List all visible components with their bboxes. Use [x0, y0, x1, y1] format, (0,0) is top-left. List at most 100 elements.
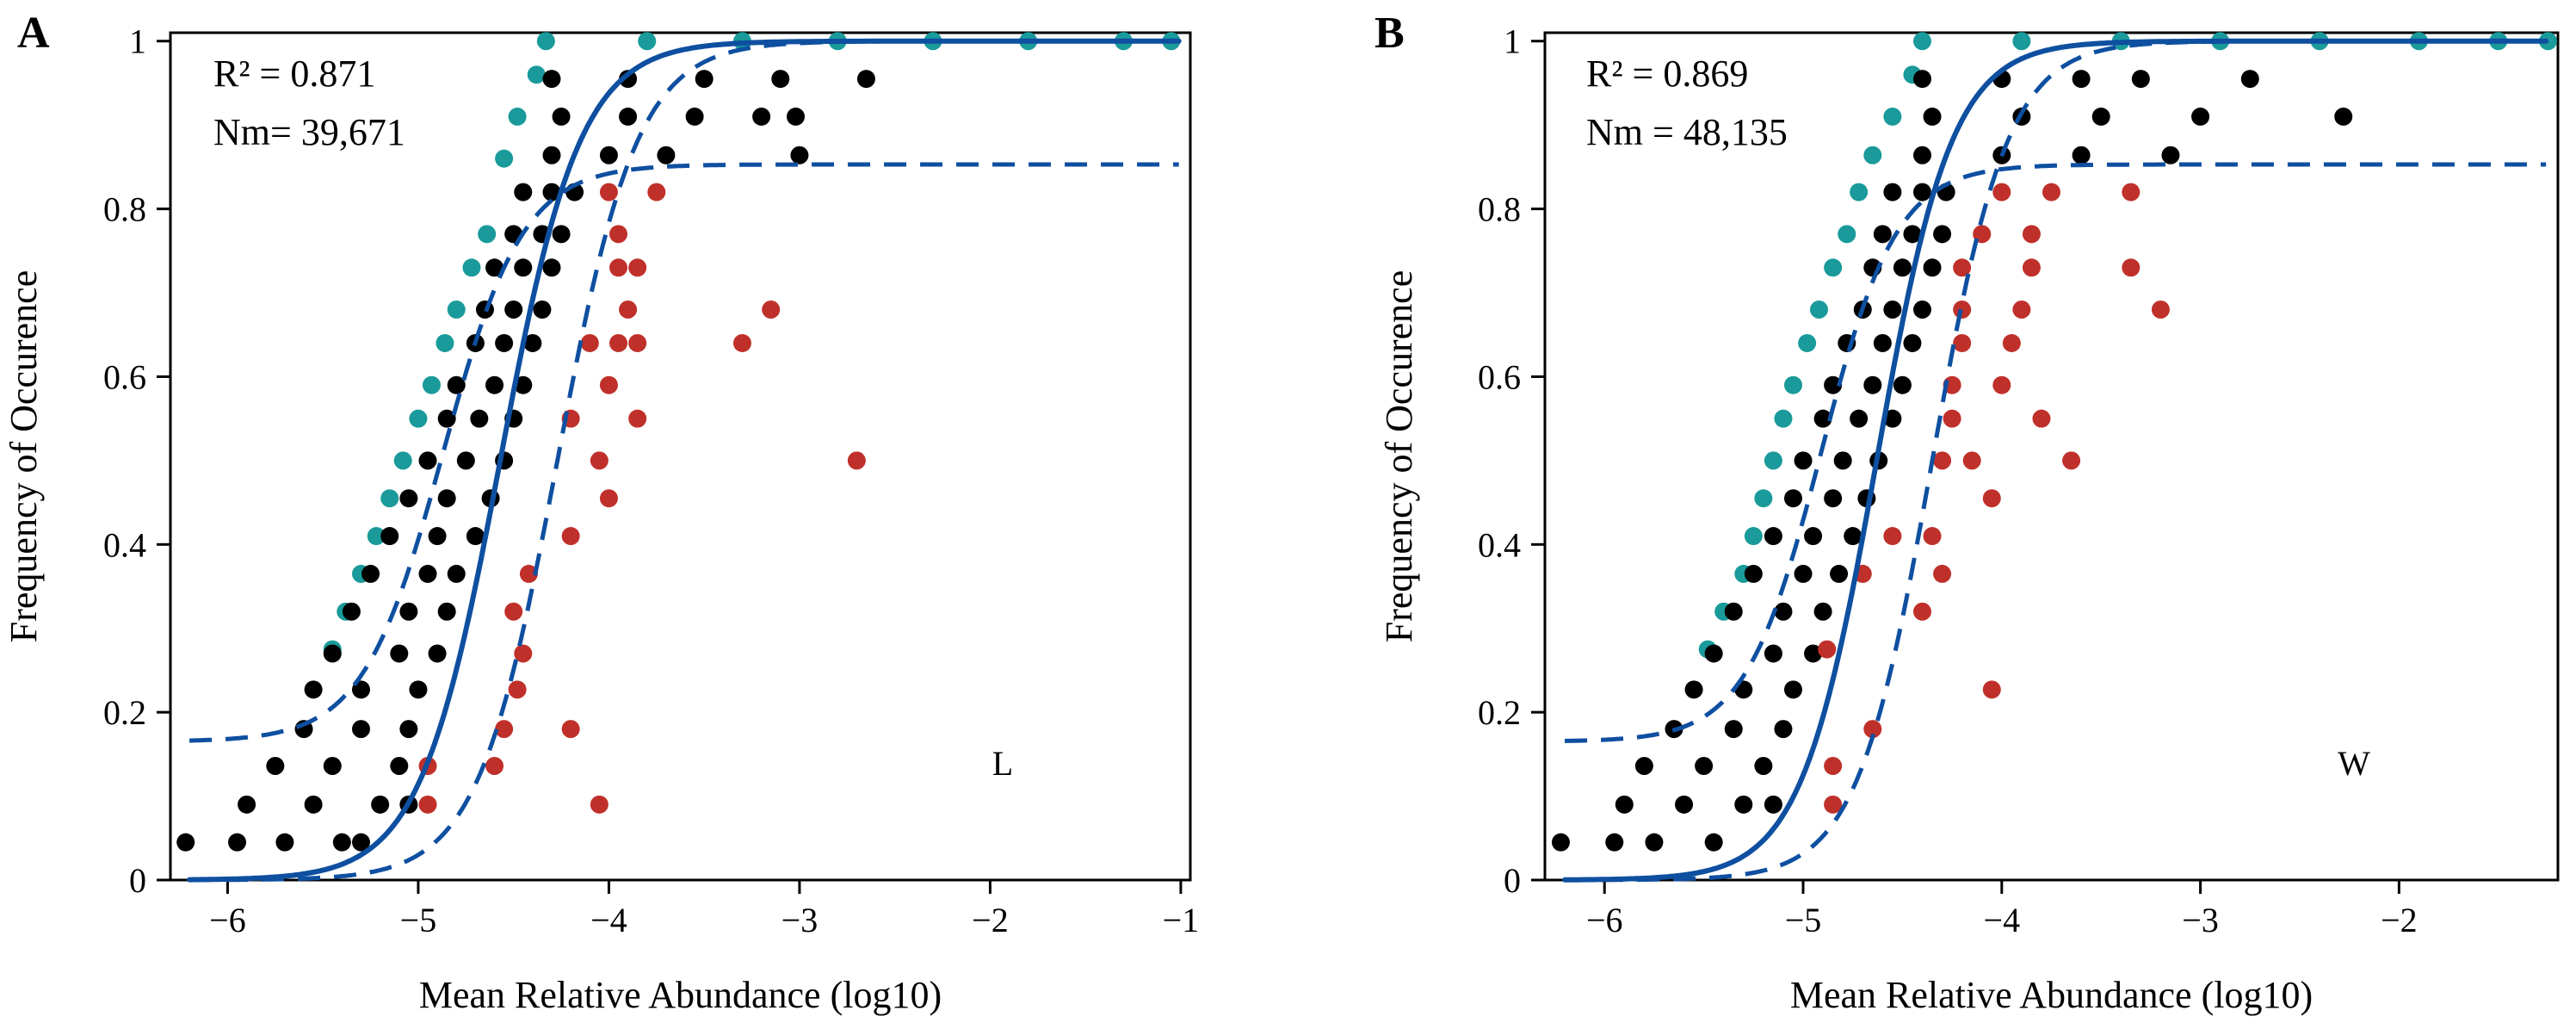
point-within: [1813, 409, 1832, 428]
point-above: [1953, 258, 1972, 277]
point-within: [1764, 527, 1782, 546]
point-within: [619, 70, 638, 89]
point-above: [504, 602, 523, 621]
nm-label: Nm = 48,135: [1586, 111, 1788, 153]
point-above: [2012, 301, 2031, 319]
point-within: [2131, 70, 2150, 89]
y-tick-label: 1: [1504, 22, 1521, 61]
point-above: [2122, 183, 2140, 201]
point-within: [1675, 795, 1694, 814]
point-within: [1684, 680, 1703, 699]
point-above: [2002, 333, 2021, 352]
point-above: [590, 451, 608, 470]
point-below: [436, 333, 454, 352]
point-within: [380, 527, 399, 546]
point-within: [1754, 757, 1773, 776]
y-tick-label: 0: [1504, 861, 1521, 900]
series-within: [1551, 70, 2353, 852]
point-above: [1982, 489, 2001, 508]
r-squared-label: R² = 0.871: [213, 53, 375, 95]
point-within: [1724, 602, 1743, 621]
point-within: [1903, 225, 1922, 244]
point-within: [542, 146, 561, 164]
point-within: [1774, 602, 1793, 621]
point-below: [1744, 527, 1763, 546]
point-within: [771, 70, 790, 89]
point-within: [437, 489, 456, 508]
point-within: [228, 833, 247, 852]
point-within: [437, 602, 456, 621]
point-within: [1734, 795, 1753, 814]
point-within: [1634, 757, 1653, 776]
point-below: [1850, 183, 1869, 201]
point-within: [1883, 301, 1902, 319]
point-above: [1818, 640, 1837, 659]
point-within: [514, 183, 533, 201]
x-tick-label: −5: [1785, 901, 1822, 939]
point-within: [1704, 833, 1723, 852]
point-above: [580, 333, 599, 352]
point-within: [1873, 225, 1892, 244]
point-above: [1923, 527, 1942, 546]
y-tick-label: 0.4: [103, 525, 146, 564]
ci-lower-line: [189, 39, 1179, 883]
point-below: [527, 65, 546, 84]
point-within: [1813, 602, 1832, 621]
point-below: [2012, 32, 2031, 51]
y-tick-label: 1: [129, 22, 146, 61]
point-within: [1893, 375, 1912, 394]
point-below: [1783, 375, 1802, 394]
point-within: [1615, 795, 1634, 814]
point-below: [536, 32, 555, 51]
point-within: [2334, 107, 2353, 126]
point-above: [599, 489, 618, 508]
point-above: [732, 333, 751, 352]
point-within: [470, 409, 489, 428]
point-above: [2122, 258, 2140, 277]
point-above: [1912, 602, 1931, 621]
point-below: [1883, 107, 1902, 126]
plot-frame: [169, 31, 1192, 882]
point-within: [542, 258, 561, 277]
x-tick-label: −2: [972, 901, 1009, 939]
point-within: [390, 757, 409, 776]
point-within: [1883, 409, 1902, 428]
point-above: [514, 644, 533, 663]
point-above: [2032, 409, 2051, 428]
point-within: [428, 644, 447, 663]
point-within: [2240, 70, 2259, 89]
point-within: [1824, 489, 1843, 508]
x-tick-label: −2: [2381, 901, 2418, 939]
point-above: [1863, 720, 1882, 739]
point-below: [1863, 146, 1882, 164]
point-within: [371, 795, 390, 814]
point-within: [1804, 527, 1823, 546]
point-within: [418, 451, 437, 470]
x-tick-label: −4: [590, 901, 627, 939]
point-below: [380, 489, 399, 508]
point-above: [1824, 757, 1843, 776]
point-within: [1830, 564, 1849, 583]
x-tick-label: −5: [400, 901, 437, 939]
point-within: [399, 720, 418, 739]
point-within: [495, 333, 514, 352]
point-within: [1645, 833, 1664, 852]
y-tick-label: 0.6: [1478, 357, 1521, 396]
point-above: [2022, 258, 2041, 277]
x-tick-label: −3: [781, 901, 819, 939]
point-within: [1873, 333, 1892, 352]
y-tick-label: 0.8: [103, 190, 146, 229]
point-within: [176, 833, 195, 852]
point-within: [1863, 375, 1882, 394]
point-within: [1605, 833, 1624, 852]
x-axis-label: Mean Relative Abundance (log10): [1790, 974, 2313, 1016]
point-below: [638, 32, 657, 51]
point-above: [1973, 225, 1992, 244]
point-within: [1833, 451, 1852, 470]
point-within: [552, 107, 571, 126]
plot-frame: [1543, 31, 2560, 882]
point-within: [1764, 644, 1782, 663]
point-within: [695, 70, 713, 89]
point-within: [657, 146, 676, 164]
